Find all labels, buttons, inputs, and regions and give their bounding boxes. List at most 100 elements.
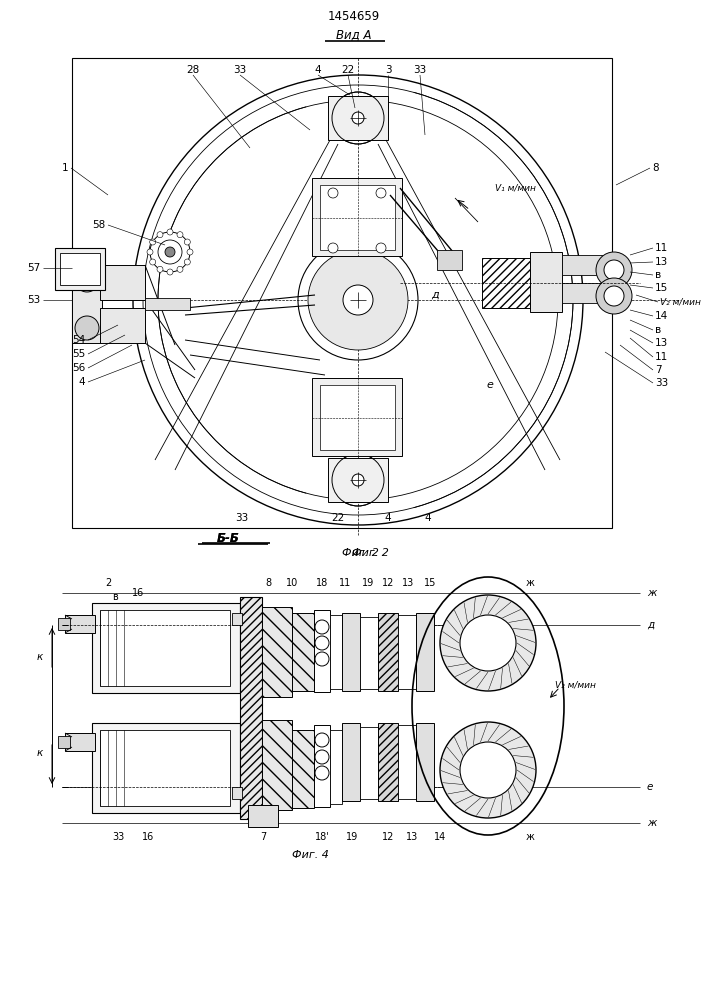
Text: Фиг. 4: Фиг. 4 xyxy=(291,850,329,860)
Circle shape xyxy=(315,652,329,666)
Bar xyxy=(232,787,242,799)
Text: 33: 33 xyxy=(112,832,124,842)
Text: 12: 12 xyxy=(382,832,395,842)
Bar xyxy=(248,805,278,827)
Text: 7: 7 xyxy=(655,365,662,375)
Text: 2: 2 xyxy=(105,578,111,588)
Circle shape xyxy=(308,250,408,350)
Bar xyxy=(330,615,342,689)
Text: 14: 14 xyxy=(434,832,446,842)
Circle shape xyxy=(167,229,173,235)
Circle shape xyxy=(150,232,190,272)
Circle shape xyxy=(352,112,364,124)
Text: в: в xyxy=(112,592,118,602)
Text: 19: 19 xyxy=(362,578,374,588)
Bar xyxy=(342,723,360,801)
Circle shape xyxy=(352,474,364,486)
Bar xyxy=(378,723,398,801)
Text: 14: 14 xyxy=(655,311,668,321)
Circle shape xyxy=(157,232,163,238)
Bar xyxy=(72,58,612,528)
Text: 11: 11 xyxy=(655,243,668,253)
Bar xyxy=(92,723,240,813)
Text: 1: 1 xyxy=(62,163,68,173)
Text: 16: 16 xyxy=(132,588,144,598)
Text: д: д xyxy=(431,290,439,300)
Bar xyxy=(416,613,434,691)
Bar xyxy=(482,258,530,308)
Bar xyxy=(55,248,105,290)
Bar xyxy=(292,613,314,691)
Circle shape xyxy=(147,249,153,255)
Text: к: к xyxy=(37,652,43,662)
Text: 4: 4 xyxy=(78,377,85,387)
Text: ж: ж xyxy=(647,818,656,828)
Circle shape xyxy=(596,252,632,288)
Text: 11: 11 xyxy=(655,352,668,362)
Bar xyxy=(72,265,102,343)
Circle shape xyxy=(328,188,338,198)
Bar xyxy=(232,613,242,625)
Text: ж: ж xyxy=(525,832,534,842)
Circle shape xyxy=(376,243,386,253)
Text: ж: ж xyxy=(647,588,656,598)
Text: 10: 10 xyxy=(286,578,298,588)
Text: Фиг. 2: Фиг. 2 xyxy=(351,548,388,558)
Bar xyxy=(58,736,70,748)
Bar xyxy=(360,727,378,799)
Circle shape xyxy=(158,240,182,264)
Bar xyxy=(262,607,292,697)
Bar xyxy=(398,615,416,689)
Text: 53: 53 xyxy=(27,295,40,305)
Text: 33: 33 xyxy=(655,378,668,388)
Circle shape xyxy=(315,766,329,780)
Text: 4: 4 xyxy=(315,65,321,75)
Text: 7: 7 xyxy=(260,832,266,842)
Text: Б-Б: Б-Б xyxy=(216,532,240,544)
Text: 57: 57 xyxy=(27,263,40,273)
Circle shape xyxy=(157,266,163,272)
Circle shape xyxy=(328,243,338,253)
Text: 58: 58 xyxy=(92,220,105,230)
Text: 18': 18' xyxy=(315,832,329,842)
Circle shape xyxy=(150,259,156,265)
Circle shape xyxy=(604,260,624,280)
Bar xyxy=(398,725,416,799)
Text: 4: 4 xyxy=(385,513,391,523)
Bar xyxy=(312,378,402,456)
Text: 13: 13 xyxy=(655,338,668,348)
Bar xyxy=(342,613,360,691)
Text: 8: 8 xyxy=(652,163,659,173)
Text: 11: 11 xyxy=(339,578,351,588)
Bar xyxy=(92,603,240,693)
Text: 16: 16 xyxy=(142,832,154,842)
Text: ж: ж xyxy=(525,578,534,588)
Text: к: к xyxy=(37,748,43,758)
Bar xyxy=(378,613,398,691)
Text: 33: 33 xyxy=(233,65,247,75)
Bar xyxy=(320,185,395,250)
Text: д: д xyxy=(647,620,654,630)
Text: в: в xyxy=(655,325,661,335)
Text: 22: 22 xyxy=(332,513,344,523)
Text: 15: 15 xyxy=(423,578,436,588)
Circle shape xyxy=(460,742,516,798)
Text: V₂ м/мин: V₂ м/мин xyxy=(660,298,701,306)
Text: 18: 18 xyxy=(316,578,328,588)
Bar xyxy=(312,178,402,256)
Text: 54: 54 xyxy=(71,335,85,345)
Circle shape xyxy=(604,286,624,306)
Bar xyxy=(562,283,602,303)
Text: 22: 22 xyxy=(341,65,355,75)
Circle shape xyxy=(185,239,190,245)
Text: V₂ м/мин: V₂ м/мин xyxy=(555,680,596,690)
Bar xyxy=(100,308,145,343)
Circle shape xyxy=(177,232,183,238)
Circle shape xyxy=(315,636,329,650)
Text: 33: 33 xyxy=(235,513,249,523)
Text: Вид А: Вид А xyxy=(337,28,372,41)
Circle shape xyxy=(343,285,373,315)
Text: в: в xyxy=(655,270,661,280)
Circle shape xyxy=(460,615,516,671)
Bar xyxy=(60,253,100,285)
